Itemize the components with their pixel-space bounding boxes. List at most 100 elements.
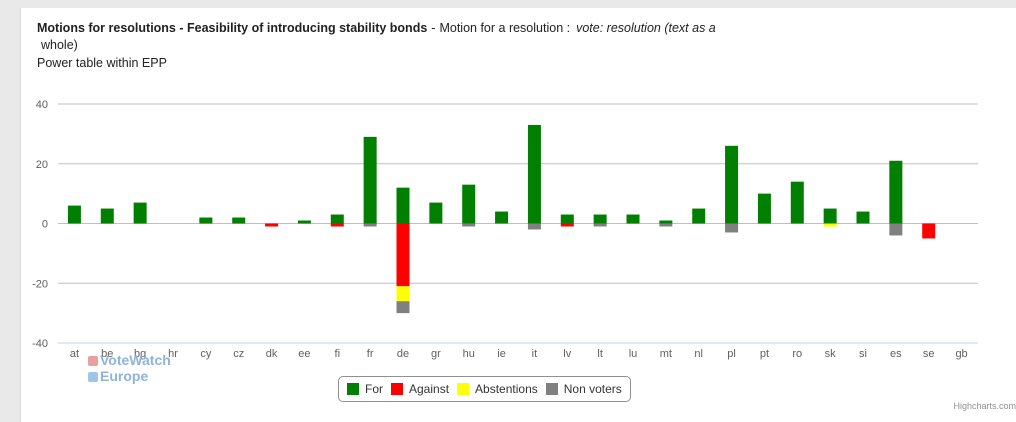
x-tick-label: cy [200, 348, 212, 360]
x-tick-label: at [70, 348, 79, 360]
bar-for [823, 208, 837, 224]
y-tick-label: 40 [36, 99, 48, 111]
x-tick-label: bg [134, 348, 146, 360]
highcharts-credits[interactable]: Highcharts.com [953, 401, 1016, 411]
x-tick-label: pl [727, 348, 736, 360]
legend-swatch [457, 383, 470, 395]
title-separator: - [431, 21, 436, 35]
x-tick-label: fr [367, 348, 374, 360]
legend-swatch [545, 383, 558, 395]
bar-for [462, 184, 476, 224]
legend-item[interactable]: For [347, 382, 383, 396]
bar-for [232, 217, 246, 224]
bar-for [856, 211, 870, 224]
bar-for [330, 214, 344, 224]
bar-for [889, 160, 903, 224]
x-tick-label: se [923, 348, 935, 360]
x-tick-label: pt [760, 348, 769, 360]
legend-item[interactable]: Abstentions [457, 382, 538, 396]
chart-title-mid: Motion for a resolution : [439, 21, 571, 35]
legend-label: Non voters [563, 382, 622, 396]
bar-for [133, 202, 147, 224]
x-tick-label: es [890, 348, 902, 360]
bar-non-voters [659, 223, 673, 227]
bar-non-voters [363, 223, 377, 227]
bar-for [757, 193, 771, 224]
legend-item[interactable]: Non voters [545, 382, 622, 396]
legend-label: Abstentions [475, 382, 538, 396]
legend-label: Against [409, 382, 450, 396]
x-tick-label: lt [597, 348, 603, 360]
chart-legend: For Against Abstentions Non voters [338, 376, 631, 402]
x-tick-label: be [101, 348, 113, 360]
bar-for [692, 208, 706, 224]
bar-for [626, 214, 640, 224]
x-tick-label: si [859, 348, 867, 360]
bar-against [396, 223, 410, 287]
x-tick-label: gr [431, 348, 441, 360]
bar-for [429, 202, 443, 224]
chart-title-italic: vote: resolution (text as a [576, 21, 716, 35]
bar-abstentions [396, 286, 410, 302]
x-tick-label: de [397, 348, 409, 360]
x-tick-label: hr [168, 348, 178, 360]
y-tick-label: 20 [36, 159, 48, 171]
bar-for [297, 220, 311, 224]
x-tick-label: sk [825, 348, 837, 360]
x-tick-label: ee [298, 348, 310, 360]
bar-non-voters [593, 223, 607, 227]
bar-for [725, 145, 739, 224]
bar-non-voters [462, 223, 476, 227]
chart-panel: Motions for resolutions - Feasibility of… [20, 8, 1016, 422]
x-tick-label: dk [266, 348, 278, 360]
x-tick-label: gb [955, 348, 967, 360]
bar-abstentions [823, 223, 837, 227]
bar-non-voters [889, 223, 903, 236]
legend-item[interactable]: Against [391, 382, 449, 396]
bar-for [527, 124, 541, 224]
x-tick-label: it [532, 348, 538, 360]
legend-swatch [347, 383, 359, 395]
x-tick-label: ie [497, 348, 506, 360]
logo-mark-icon [88, 372, 98, 383]
bar-against [330, 223, 344, 227]
x-tick-label: fi [335, 348, 341, 360]
x-tick-label: mt [660, 348, 672, 360]
x-tick-label: lv [563, 348, 571, 360]
chart-title: Motions for resolutions - Feasibility of… [37, 21, 716, 35]
bar-non-voters [725, 223, 739, 233]
x-tick-label: nl [694, 348, 703, 360]
chart-subtitle: Power table within EPP [37, 56, 167, 70]
bar-for [67, 205, 81, 224]
bar-for [560, 214, 574, 224]
y-tick-label: -20 [32, 278, 48, 290]
bar-non-voters [396, 301, 410, 314]
logo-line1: VoteWatch [100, 352, 171, 368]
x-tick-label: lu [629, 348, 638, 360]
bar-for [790, 181, 804, 224]
bar-against [560, 223, 574, 227]
bar-for [659, 220, 673, 224]
y-tick-label: -40 [32, 338, 48, 350]
bar-for [100, 208, 114, 224]
votewatch-logo: VoteWatch Europe [88, 352, 171, 384]
logo-line2: Europe [100, 368, 149, 384]
bar-for [593, 214, 607, 224]
chart-title-bold: Motions for resolutions - Feasibility of… [37, 21, 428, 35]
bar-non-voters [527, 223, 541, 230]
bar-against [265, 223, 279, 227]
x-tick-label: ro [792, 348, 802, 360]
legend-label: For [365, 382, 383, 396]
bar-against [922, 223, 936, 239]
x-tick-label: cz [233, 348, 244, 360]
logo-mark-icon [88, 356, 98, 367]
bar-for [495, 211, 509, 224]
bar-for [396, 187, 410, 224]
x-tick-label: hu [463, 348, 475, 360]
bar-for [363, 136, 377, 224]
y-tick-label: 0 [42, 219, 48, 231]
bar-for [199, 217, 213, 224]
legend-swatch [391, 383, 403, 395]
chart-title-continuation: whole) [41, 38, 78, 52]
